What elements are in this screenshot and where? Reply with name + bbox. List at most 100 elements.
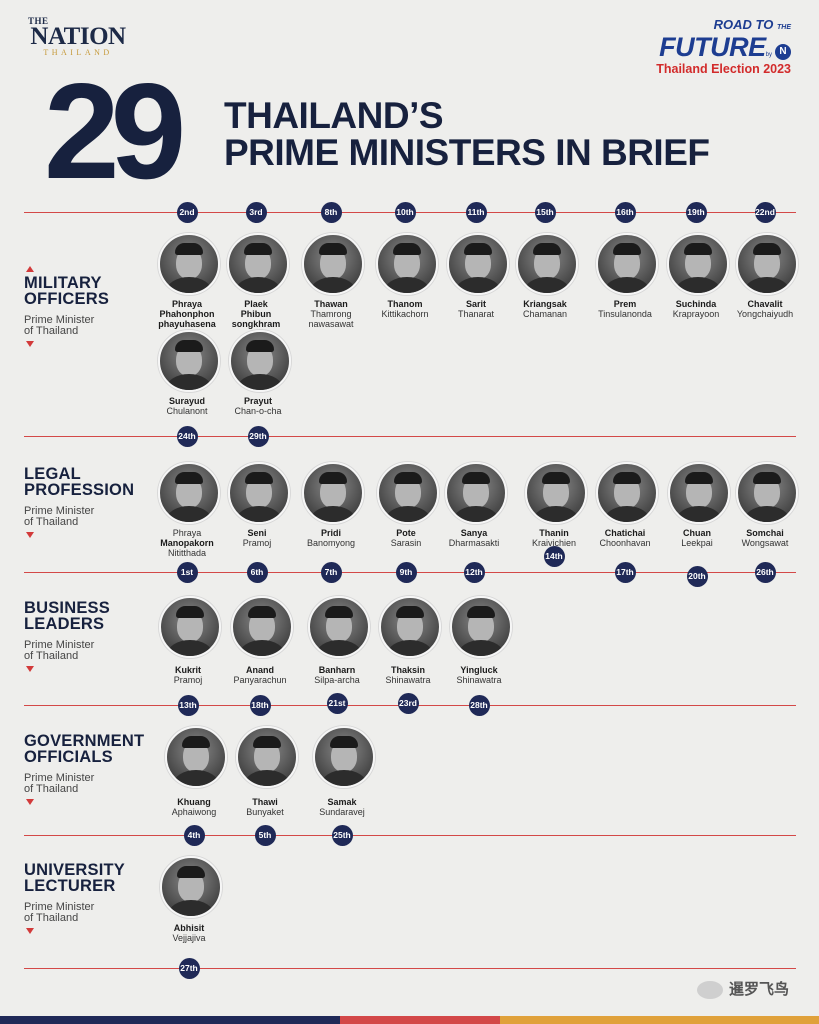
body-shape: [604, 506, 650, 522]
pm-name: Somchai Wongsawat: [715, 528, 815, 548]
pm-name: Thaksin Shinawatra: [358, 665, 458, 685]
order-badge: 22nd: [754, 201, 776, 223]
hair-shape: [319, 243, 347, 255]
pm-first-name: Pridi: [320, 528, 341, 538]
portrait-photo: [236, 726, 298, 788]
body-shape: [676, 506, 722, 522]
portrait-photo: [229, 330, 291, 392]
pm-name-line: Thamrong: [310, 309, 352, 319]
pm-last-name: Kraprayoon: [672, 309, 720, 319]
category-block: LEGAL PROFESSION Prime Minister of Thailand: [24, 466, 134, 538]
order-badge: 8th: [320, 201, 342, 223]
hair-shape: [393, 243, 421, 255]
portrait-photo: [736, 462, 798, 524]
body-shape: [166, 374, 212, 390]
hair-shape: [464, 243, 492, 255]
category-subtitle: of Thailand: [24, 325, 79, 337]
pm-first-name: Thawi: [252, 797, 278, 807]
hair-shape: [244, 243, 272, 255]
pm-first-name: Seni: [247, 528, 267, 538]
pm-first-name: Suchinda: [675, 299, 717, 309]
pm-name: Prem Tinsulanonda: [575, 299, 675, 319]
pm-last-name: Kraivichien: [531, 538, 577, 548]
triangle-down-icon: [26, 799, 34, 805]
pm-first-name: Chuan: [683, 528, 711, 538]
hair-shape: [246, 340, 274, 352]
pm-first-name: Thaksin: [390, 665, 425, 675]
body-shape: [458, 640, 504, 656]
category-title: MILITARY: [24, 274, 102, 292]
pm-first-name: Sanya: [460, 528, 488, 538]
portrait-photo: [158, 233, 220, 295]
hair-shape: [248, 606, 276, 618]
pm-name: Banharn Silpa-archa: [287, 665, 387, 685]
pm-first-name: Surayud: [168, 396, 205, 406]
order-badge: 17th: [614, 561, 636, 583]
portrait-photo: [445, 462, 507, 524]
body-shape: [455, 277, 501, 293]
pm-name: Thawan Thamrong nawasawat: [281, 299, 381, 329]
hair-shape: [753, 243, 781, 255]
hair-shape: [684, 243, 712, 255]
portrait-photo: [313, 726, 375, 788]
pm-first-name: Thanom: [387, 299, 423, 309]
portrait-photo: [736, 233, 798, 295]
pm-last-name: Kittikachorn: [381, 309, 429, 319]
pm-first-name: Somchai: [746, 528, 784, 538]
category-subtitle: Prime Minister: [24, 314, 95, 326]
order-badge: 4th: [183, 824, 205, 846]
pm-first-name: Yingluck: [460, 665, 498, 675]
pm-name-line: songkhram: [231, 319, 281, 329]
pm-last-name: Panyarachun: [233, 675, 287, 685]
pm-last-name: Chulanont: [166, 406, 208, 416]
body-shape: [244, 770, 290, 786]
order-badge: 2nd: [176, 201, 198, 223]
body-shape: [166, 277, 212, 293]
category-subtitle: Prime Minister: [24, 505, 95, 517]
pm-first-name: Plaek: [244, 299, 268, 309]
order-badge: 26th: [754, 561, 776, 583]
pm-first-name: Phraya: [171, 299, 203, 309]
hair-shape: [325, 606, 353, 618]
pm-last-name: Bunyaket: [246, 807, 284, 817]
pm-last-name: Shinawatra: [385, 675, 431, 685]
page-title-line2: PRIME MINISTERS IN BRIEF: [224, 132, 710, 173]
body-shape: [239, 640, 285, 656]
timeline-line: [24, 968, 796, 969]
pm-name: Phraya Phahonphon phayuhasena: [137, 299, 237, 329]
pm-last-name: Dharmasakti: [448, 538, 500, 548]
portrait-photo: [308, 596, 370, 658]
body-shape: [384, 277, 430, 293]
body-shape: [173, 770, 219, 786]
pm-last-name: Aphaiwong: [171, 807, 217, 817]
category-subtitle: Prime Minister: [24, 901, 95, 913]
portrait-photo: [525, 462, 587, 524]
pm-first-name: Chatichai: [604, 528, 646, 538]
pm-last-name: Banomyong: [306, 538, 356, 548]
nation-n-icon: N: [775, 43, 791, 60]
body-shape: [310, 277, 356, 293]
timeline-line: [24, 436, 796, 437]
pm-name: Thanom Kittikachorn: [355, 299, 455, 319]
pm-first-name: Anand: [246, 665, 274, 675]
portrait-photo: [596, 233, 658, 295]
body-shape: [237, 374, 283, 390]
hair-shape: [533, 243, 561, 255]
category-block: GOVERNMENT OFFICIALS Prime Minister of Thai…: [24, 733, 144, 805]
order-badge: 21st: [326, 692, 348, 714]
category-title: GOVERNMENT: [24, 732, 145, 750]
body-shape: [385, 506, 431, 522]
order-badge: 1st: [176, 561, 198, 583]
pm-name: Chuan Leekpai: [647, 528, 747, 548]
hair-shape: [175, 472, 203, 484]
pm-first-name: Sarit: [465, 299, 486, 309]
order-badge: 10th: [394, 201, 416, 223]
pm-name: Sanya Dharmasakti: [424, 528, 524, 548]
portrait-photo: [159, 596, 221, 658]
pm-last-name: Chamanan: [522, 309, 568, 319]
hair-shape: [753, 472, 781, 484]
body-shape: [744, 277, 790, 293]
portrait-photo: [165, 726, 227, 788]
order-badge: 24th: [176, 425, 198, 447]
pm-last-name: Thanarat: [457, 309, 495, 319]
